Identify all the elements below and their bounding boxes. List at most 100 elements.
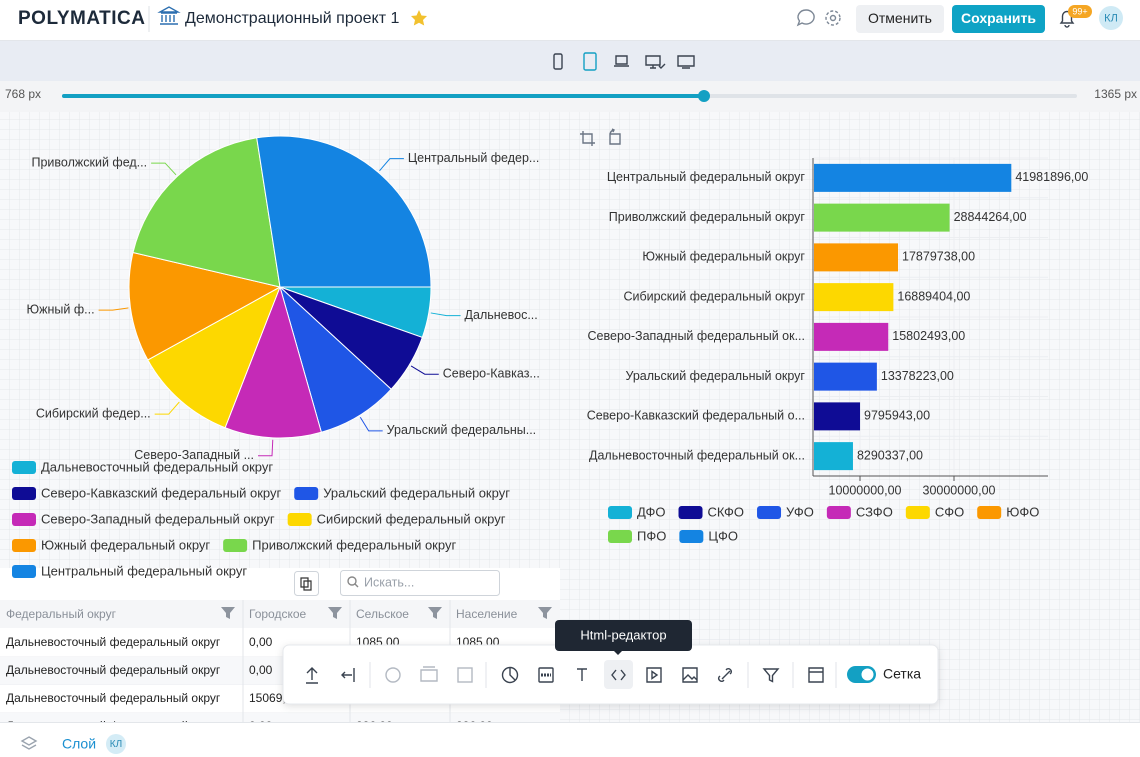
settings-icon[interactable]	[825, 10, 841, 26]
device-monitor[interactable]	[677, 55, 695, 69]
tool-filter[interactable]	[762, 668, 780, 683]
cancel-button-label[interactable]: Отменить	[868, 10, 932, 26]
column-filter[interactable]	[221, 607, 235, 619]
tool-text[interactable]	[577, 668, 587, 681]
legend-label: ДФО	[637, 504, 666, 519]
search-placeholder[interactable]: Искать...	[364, 575, 414, 589]
device-tablet[interactable]	[583, 52, 597, 71]
legend-label: Уральский федеральный округ	[323, 485, 510, 500]
search-icon-handle	[354, 583, 359, 588]
pie-leader-line	[151, 162, 177, 176]
device-desktop[interactable]	[645, 55, 666, 69]
legend-swatch	[678, 506, 703, 519]
legend-label: СКФО	[708, 504, 745, 519]
table-cell: Дальневосточный федеральный округ	[6, 663, 221, 677]
pie-label: Северо-Западный ...	[134, 448, 254, 462]
table-header-row	[0, 600, 560, 628]
notifications-icon[interactable]	[1059, 10, 1075, 28]
table-export-icon	[300, 577, 312, 591]
value-label: 15802493,00	[892, 329, 965, 343]
category-label: Приволжский федеральный округ	[609, 210, 806, 224]
x-tick-label: 30000000,00	[923, 483, 996, 497]
table-cell: Дальневосточный федеральный округ	[6, 635, 221, 649]
bar	[814, 243, 899, 272]
tool-frame[interactable]	[457, 667, 473, 683]
layer-avatar-initials: КЛ	[110, 739, 122, 750]
layers-icon[interactable]	[20, 736, 38, 750]
logo[interactable]: POLYMATICA	[18, 8, 145, 29]
column-header: Городское	[249, 607, 307, 621]
tool-html[interactable]	[611, 669, 626, 681]
legend-label: УФО	[786, 504, 814, 519]
pie-label: Приволжский фед...	[32, 155, 148, 169]
column-header: Население	[456, 607, 518, 621]
legend-label: Приволжский федеральный округ	[252, 537, 456, 552]
header-bar	[0, 0, 1140, 40]
legend-swatch	[608, 530, 632, 543]
pie-slice	[279, 285, 392, 433]
layer-label[interactable]: Слой	[62, 736, 96, 752]
tool-palette[interactable]	[385, 667, 401, 683]
crop-icon[interactable]	[580, 131, 595, 146]
value-label: 9795943,00	[864, 409, 930, 423]
table-export-button[interactable]	[294, 571, 319, 596]
column-filter[interactable]	[428, 607, 442, 619]
layer-avatar	[106, 734, 126, 754]
device-phone[interactable]	[553, 53, 563, 70]
category-label: Сибирский федеральный округ	[623, 289, 805, 303]
legend-swatch	[223, 539, 248, 552]
legend-swatch	[977, 506, 1002, 519]
pie-slice	[147, 285, 281, 429]
save-button-label[interactable]: Сохранить	[961, 10, 1036, 26]
pie-label: Сибирский федер...	[36, 406, 151, 420]
tool-svg[interactable]	[538, 667, 554, 683]
value-label: 13378223,00	[881, 369, 954, 383]
value-label: 16889404,00	[897, 289, 970, 303]
tooltip-text: Html-редактор	[580, 627, 666, 642]
rotate-icon[interactable]	[609, 128, 621, 145]
device-laptop[interactable]	[614, 55, 629, 67]
grid-toggle-label[interactable]: Сетка	[883, 666, 921, 682]
grid-toggle-knob	[861, 668, 874, 681]
slider-knob[interactable]	[698, 90, 710, 102]
column-filter[interactable]	[328, 607, 342, 619]
tool-window[interactable]	[808, 667, 824, 683]
category-label: Уральский федеральный округ	[625, 369, 805, 383]
tool-html-active[interactable]	[604, 660, 633, 689]
tool-link[interactable]	[718, 668, 732, 682]
column-filter[interactable]	[538, 607, 552, 619]
pie-leader-line	[359, 416, 383, 432]
tool-video[interactable]	[646, 667, 662, 683]
value-label: 41981896,00	[1015, 170, 1088, 184]
pie-leader-line	[410, 365, 439, 375]
legend-label: СФО	[935, 504, 964, 519]
tool-collapse[interactable]	[341, 668, 355, 682]
user-avatar[interactable]	[1099, 6, 1123, 30]
pie-leader-line	[154, 401, 180, 415]
category-label: Северо-Западный федеральный ок...	[588, 329, 805, 343]
table-cell: Дальневосточный федеральный округ	[6, 691, 221, 705]
tool-image[interactable]	[682, 667, 698, 683]
pie-slice	[132, 137, 281, 288]
save-button[interactable]	[952, 5, 1045, 33]
device-bar	[0, 41, 1140, 81]
pie-leader-line	[258, 439, 274, 457]
legend-swatch	[12, 513, 36, 526]
tool-upload[interactable]	[306, 667, 318, 684]
tooltip-arrow	[613, 650, 623, 655]
search-box[interactable]	[340, 570, 500, 596]
favorite-star[interactable]	[411, 10, 427, 26]
legend-swatch	[608, 506, 632, 519]
legend-label: Сибирский федеральный округ	[317, 511, 506, 526]
comments-icon[interactable]	[796, 9, 815, 27]
pie-label: Южный ф...	[27, 302, 95, 316]
notification-badge	[1068, 5, 1092, 18]
cancel-button[interactable]	[856, 5, 944, 33]
legend-swatch	[12, 461, 36, 474]
bar	[814, 163, 1012, 192]
user-initials[interactable]: КЛ	[1104, 12, 1118, 24]
settings-icon-center	[829, 14, 837, 22]
tool-layer[interactable]	[420, 666, 438, 682]
category-label: Южный федеральный округ	[642, 250, 805, 264]
